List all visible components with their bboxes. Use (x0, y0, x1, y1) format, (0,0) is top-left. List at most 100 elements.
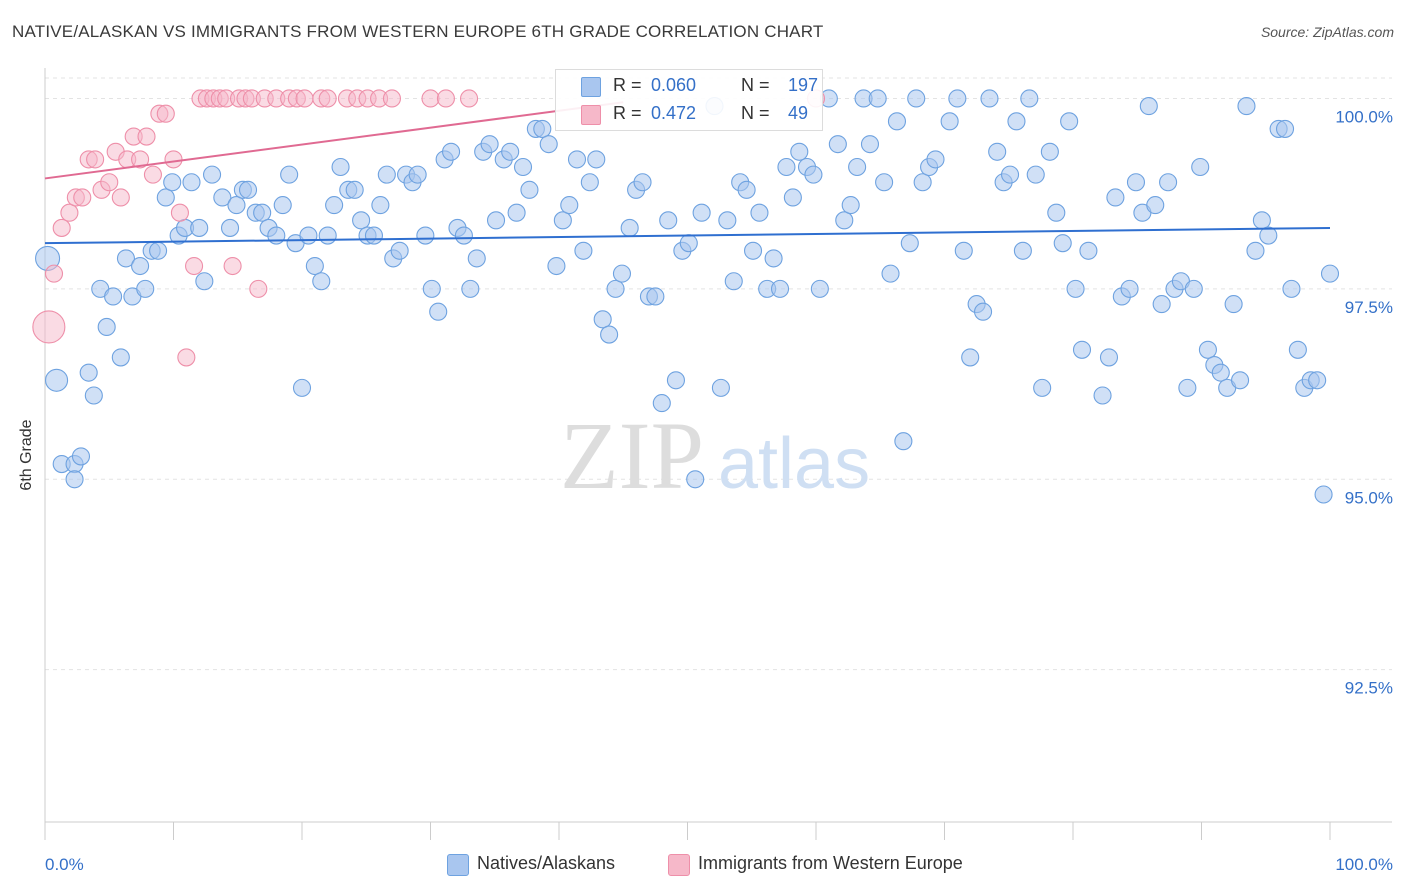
legend-r-value: 0.060 (651, 75, 697, 95)
immigrants-point (111, 188, 130, 207)
natives-point (467, 249, 486, 268)
natives-point (633, 173, 652, 192)
immigrants-point (32, 310, 66, 344)
natives-point (480, 135, 499, 154)
natives-point (195, 272, 214, 291)
natives-point (408, 165, 427, 184)
natives-point (828, 135, 847, 154)
natives-point (1020, 89, 1039, 108)
natives-point (501, 142, 520, 161)
natives-point (1093, 386, 1112, 405)
immigrants-point (137, 127, 156, 146)
natives-point (593, 310, 612, 329)
immigrants-point (177, 348, 196, 367)
watermark-zip: ZIP (560, 402, 704, 509)
natives-point (1007, 112, 1026, 131)
natives-point (848, 157, 867, 177)
legend-n-value: 197 (788, 75, 819, 95)
natives-point (1314, 485, 1333, 504)
natives-point (71, 447, 91, 466)
natives-point (835, 211, 854, 230)
natives-point (1152, 295, 1171, 314)
natives-point (894, 432, 913, 451)
legend-label-natives: Natives/Alaskans (477, 853, 616, 873)
legend-swatch-natives (581, 77, 601, 97)
natives-point (1320, 264, 1340, 283)
natives-point (679, 234, 698, 253)
natives-point (352, 211, 371, 230)
natives-point (718, 211, 737, 230)
natives-point (600, 325, 619, 344)
natives-point (416, 226, 435, 245)
immigrants-point (164, 150, 183, 169)
series-legend: Natives/Alaskans Immigrants from Western… (0, 852, 1406, 878)
natives-point (750, 203, 769, 222)
legend-swatch-natives (447, 854, 469, 876)
natives-point (652, 394, 671, 413)
natives-point (560, 196, 579, 215)
natives-point (1013, 241, 1032, 260)
natives-point (887, 112, 907, 131)
natives-point (429, 302, 448, 321)
natives-point (331, 157, 350, 177)
natives-point (65, 470, 84, 489)
immigrants-point (131, 150, 150, 169)
natives-point (1146, 196, 1165, 215)
natives-point (273, 196, 292, 215)
natives-point (280, 165, 299, 184)
natives-point (804, 165, 823, 184)
natives-point (580, 173, 599, 192)
natives-point (513, 157, 533, 177)
natives-point (553, 211, 572, 230)
natives-point (940, 112, 959, 131)
natives-point (770, 279, 790, 298)
source-label: Source: ZipAtlas.com (1260, 24, 1394, 40)
natives-point (163, 173, 182, 192)
immigrants-point (143, 165, 162, 184)
natives-point (1237, 97, 1256, 116)
immigrants-point (60, 203, 79, 222)
natives-trend-line (44, 226, 1331, 245)
natives-point (461, 279, 480, 298)
natives-point (547, 256, 566, 276)
natives-point (1252, 211, 1271, 230)
natives-point (620, 218, 639, 237)
natives-point (790, 142, 809, 161)
natives-point (587, 150, 606, 169)
natives-point (612, 264, 632, 283)
grid-layer (45, 77, 1392, 671)
natives-point (692, 203, 711, 222)
legend-swatch-immigrants (581, 105, 601, 125)
natives-point (881, 264, 900, 283)
immigrants-point (318, 89, 337, 108)
natives-point (220, 218, 240, 237)
natives-point (213, 188, 232, 207)
x-tick-label: 100.0% (1335, 855, 1393, 874)
natives-point (1033, 378, 1052, 397)
immigrants-point (295, 89, 314, 108)
natives-point (1060, 112, 1079, 131)
legend-r-label: R = (613, 103, 642, 123)
natives-point (913, 173, 932, 192)
immigrants-point (436, 89, 455, 108)
natives-point (1275, 119, 1295, 138)
natives-point (299, 226, 318, 245)
immigrants-point (382, 89, 402, 108)
immigrants-point (73, 188, 92, 207)
immigrants-point (100, 173, 119, 192)
y-tick-label: 95.0% (1345, 488, 1393, 507)
y-tick-label: 92.5% (1345, 679, 1393, 698)
natives-point (238, 180, 258, 199)
natives-point (954, 241, 973, 260)
natives-point (666, 371, 685, 390)
natives-point (1000, 165, 1020, 184)
natives-point (267, 226, 286, 245)
natives-point (1282, 279, 1301, 298)
natives-point (305, 256, 324, 276)
natives-point (1120, 279, 1139, 298)
natives-point (1259, 226, 1278, 245)
natives-point (111, 348, 130, 367)
natives-point (104, 287, 123, 306)
natives-point (325, 196, 344, 215)
